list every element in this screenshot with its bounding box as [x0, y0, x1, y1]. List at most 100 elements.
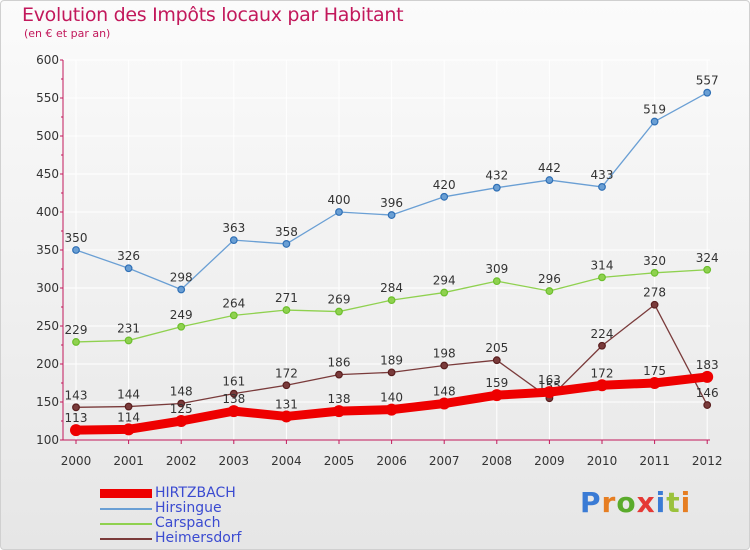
data-label-carspach: 271 [275, 291, 298, 305]
data-label-carspach: 284 [380, 281, 403, 295]
data-label-hirsingue: 442 [538, 161, 561, 175]
data-point-hirsingue [440, 192, 449, 201]
x-tick-label: 2005 [324, 454, 355, 468]
data-point-heimersdorf [335, 370, 343, 379]
data-point-hirsingue [703, 88, 712, 97]
data-point-hirsingue [650, 117, 659, 126]
data-label-hirsingue: 557 [696, 74, 719, 88]
legend-label: Hirsingue [155, 500, 222, 516]
data-label-hirsingue: 363 [222, 221, 245, 235]
data-label-carspach: 320 [643, 254, 666, 268]
data-point-hirtzbach [543, 386, 556, 399]
legend-swatch [100, 538, 152, 540]
data-point-hirsingue [387, 211, 396, 219]
data-label-hirtzbach: 172 [591, 366, 614, 380]
data-label-hirsingue: 396 [380, 196, 403, 210]
x-tick-label: 2003 [219, 454, 250, 468]
y-tick-label: 450 [36, 167, 59, 181]
data-label-heimersdorf: 144 [117, 388, 140, 402]
y-tick-label: 550 [36, 91, 59, 105]
data-label-heimersdorf: 172 [275, 366, 298, 380]
y-tick-label: 500 [36, 129, 59, 143]
data-label-hirsingue: 519 [643, 103, 666, 117]
brand-letter: x [636, 486, 656, 519]
x-tick-label: 2002 [166, 454, 197, 468]
data-label-carspach: 309 [485, 262, 508, 276]
data-point-hirtzbach [333, 405, 345, 418]
data-point-hirtzbach [648, 377, 661, 389]
x-tick-label: 2004 [271, 454, 302, 468]
data-label-hirsingue: 420 [433, 178, 456, 192]
x-tick-label: 2011 [639, 454, 670, 468]
data-point-heimersdorf [703, 401, 712, 409]
y-tick-label: 100 [36, 433, 59, 447]
data-label-carspach: 296 [538, 272, 561, 286]
data-point-heimersdorf [440, 361, 449, 370]
data-label-carspach: 264 [222, 296, 245, 310]
data-label-hirsingue: 350 [65, 231, 88, 245]
data-label-heimersdorf: 278 [643, 286, 666, 300]
data-point-heimersdorf [72, 403, 80, 412]
data-label-hirtzbach: 131 [275, 397, 298, 411]
data-point-hirtzbach [175, 415, 188, 427]
data-label-hirtzbach: 125 [170, 402, 193, 416]
data-label-carspach: 249 [170, 308, 193, 322]
data-point-carspach [282, 306, 291, 314]
data-label-hirtzbach: 138 [328, 392, 351, 406]
data-point-carspach [387, 296, 396, 305]
data-label-carspach: 231 [117, 321, 140, 335]
data-label-heimersdorf: 146 [696, 386, 719, 400]
data-point-hirsingue [492, 183, 501, 192]
brand-letter: i [680, 486, 692, 519]
legend-swatch [100, 489, 152, 498]
brand-letter: r [601, 486, 617, 519]
chart-title: Evolution des Impôts locaux par Habitant [22, 4, 404, 26]
data-label-heimersdorf: 143 [65, 388, 88, 402]
brand-letter: P [580, 486, 602, 519]
data-point-hirsingue [124, 264, 133, 273]
data-point-hirtzbach [701, 370, 714, 383]
data-point-hirsingue [282, 240, 291, 248]
data-point-hirsingue [335, 208, 343, 216]
data-point-heimersdorf [650, 300, 659, 309]
data-label-carspach: 229 [65, 323, 88, 337]
brand-logo: Proxiti [580, 486, 691, 519]
data-point-heimersdorf [229, 389, 238, 398]
data-point-carspach [598, 273, 606, 282]
data-point-hirsingue [545, 176, 554, 184]
data-point-hirtzbach [385, 403, 398, 416]
data-label-hirtzbach: 163 [538, 373, 561, 387]
data-point-carspach [335, 307, 343, 316]
data-point-hirsingue [598, 183, 606, 191]
x-tick-label: 2009 [534, 454, 565, 468]
data-label-hirtzbach: 114 [117, 410, 140, 424]
data-point-carspach [703, 265, 712, 274]
data-label-hirsingue: 432 [485, 169, 508, 183]
data-label-hirsingue: 358 [275, 225, 298, 239]
data-label-hirsingue: 298 [170, 271, 193, 285]
data-point-hirtzbach [280, 410, 293, 423]
data-point-carspach [229, 311, 238, 320]
y-tick-label: 150 [36, 395, 59, 409]
data-point-hirsingue [229, 236, 238, 245]
data-label-heimersdorf: 198 [433, 347, 456, 361]
data-point-heimersdorf [598, 341, 606, 350]
data-point-hirtzbach [70, 424, 82, 437]
data-point-carspach [492, 277, 501, 286]
data-label-heimersdorf: 205 [485, 341, 508, 355]
x-tick-label: 2010 [587, 454, 618, 468]
data-point-hirsingue [72, 246, 80, 254]
chart-subtitle: (en € et par an) [24, 27, 111, 40]
brand-letter: i [655, 486, 667, 519]
data-point-hirtzbach [596, 379, 608, 392]
data-point-carspach [440, 288, 449, 297]
legend-swatch [100, 508, 152, 510]
x-tick-label: 2000 [61, 454, 92, 468]
data-label-hirtzbach: 113 [65, 411, 88, 425]
data-point-carspach [124, 336, 133, 345]
y-tick-label: 400 [36, 205, 59, 219]
legend-swatch [100, 523, 152, 525]
y-tick-label: 350 [36, 243, 59, 257]
data-point-heimersdorf [124, 402, 133, 411]
